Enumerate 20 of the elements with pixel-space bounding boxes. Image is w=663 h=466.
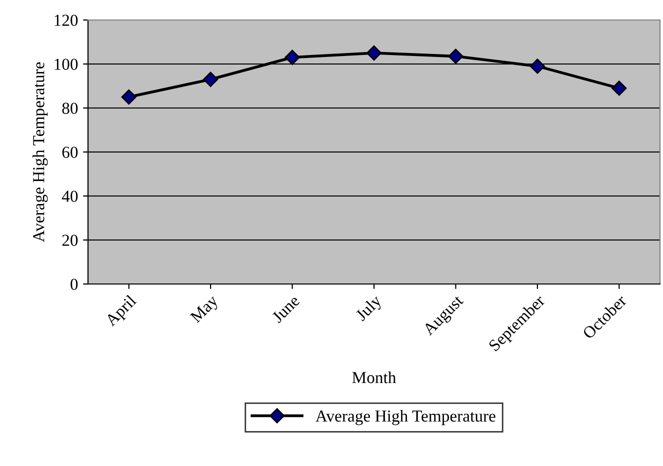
x-axis-title: Month	[352, 371, 396, 384]
y-tick-label: 100	[54, 58, 78, 70]
y-tick-label: 40	[62, 190, 78, 202]
x-tick-label: May	[190, 294, 222, 326]
y-tick-label: 80	[62, 102, 78, 114]
y-tick-label: 60	[62, 146, 78, 158]
legend-label: Average High Temperature	[316, 410, 496, 426]
point	[530, 58, 545, 74]
point	[448, 48, 464, 64]
point	[366, 45, 382, 61]
x-tick-label: July	[354, 294, 385, 324]
y-tick-label: 120	[54, 14, 78, 26]
y-axis-title: Average High Temperature	[32, 62, 48, 242]
point	[121, 89, 136, 105]
point	[203, 72, 218, 87]
y-tick-label: 0	[70, 278, 78, 290]
point	[284, 50, 300, 65]
point	[612, 80, 627, 96]
x-tick-label: June	[271, 294, 300, 324]
y-tick-label: 20	[62, 234, 78, 246]
